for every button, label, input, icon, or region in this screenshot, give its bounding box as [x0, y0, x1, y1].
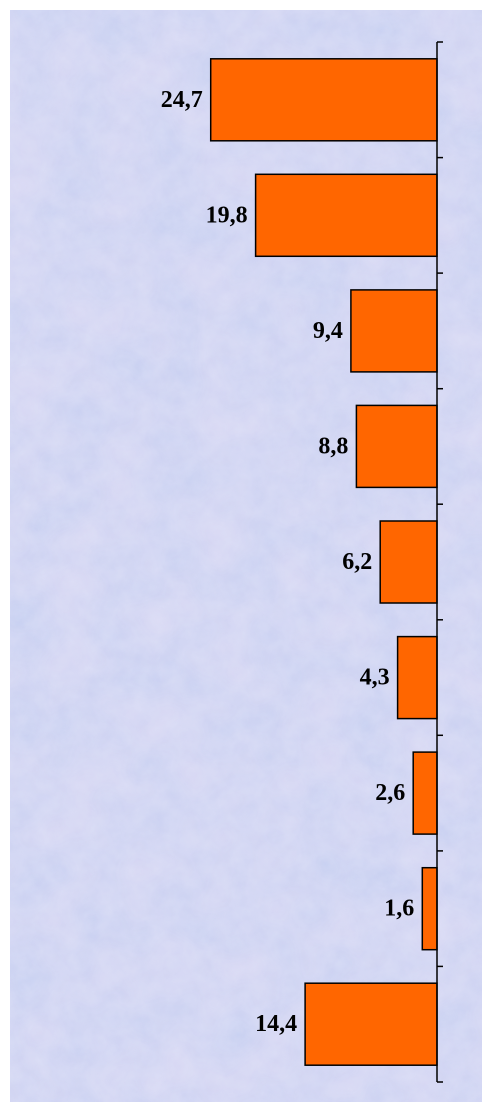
- data-label-5: 6,2: [342, 549, 372, 575]
- value-axis: [436, 41, 443, 1083]
- data-label-9: 14,4: [255, 1011, 297, 1037]
- bar-2: [254, 173, 438, 258]
- data-label-8: 1,6: [384, 896, 414, 922]
- bar-7: [412, 751, 438, 835]
- bar-8: [421, 866, 438, 951]
- data-label-3: 9,4: [313, 318, 343, 344]
- bar-1: [209, 58, 438, 142]
- data-label-4: 8,8: [318, 433, 348, 459]
- data-label-1: 24,7: [161, 87, 203, 113]
- data-label-7: 2,6: [375, 780, 405, 806]
- bar-5: [379, 520, 438, 604]
- bar-4: [355, 404, 438, 489]
- data-labels: 24,7 19,8 9,4 8,8 6,2 4,3 2,6 1,6 14,4: [161, 87, 415, 1037]
- data-label-2: 19,8: [206, 202, 248, 228]
- data-label-6: 4,3: [360, 665, 390, 691]
- bar-6: [396, 635, 438, 720]
- bar-9: [304, 982, 438, 1066]
- bar-3: [350, 289, 438, 373]
